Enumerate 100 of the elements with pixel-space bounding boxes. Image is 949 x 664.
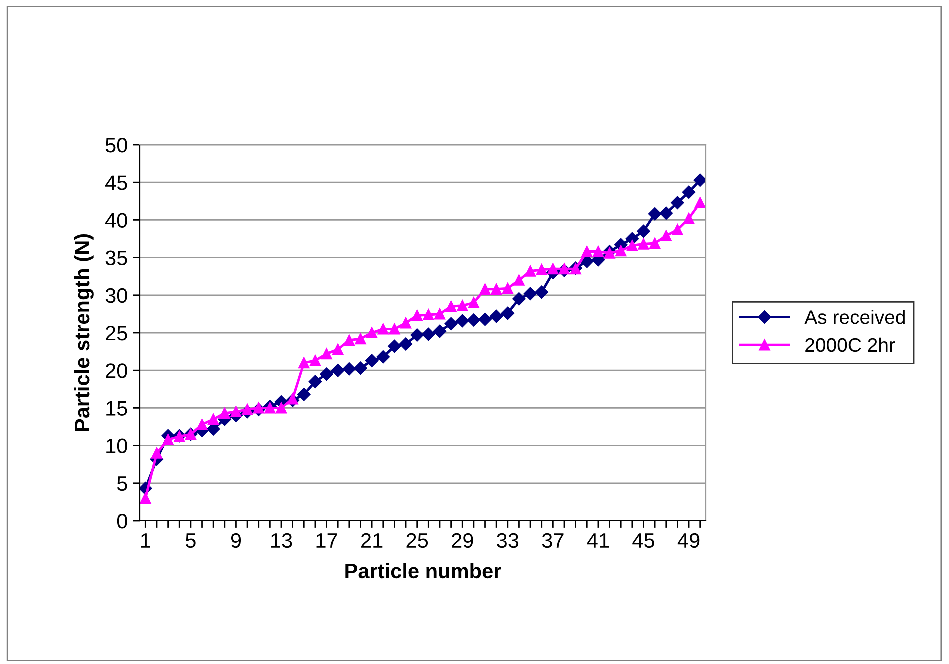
point <box>332 344 344 356</box>
y-tick-label: 35 <box>106 250 128 266</box>
point <box>501 306 514 320</box>
y-tick-label: 25 <box>106 326 128 341</box>
x-tick-label: 13 <box>272 533 292 548</box>
y-tick-label: 0 <box>117 514 128 529</box>
point <box>446 301 457 312</box>
point <box>683 213 695 224</box>
point <box>671 196 684 210</box>
point <box>502 283 514 294</box>
y-tick-label: 5 <box>117 476 128 492</box>
point <box>467 314 481 327</box>
legend-label: 2000C 2hr <box>806 338 896 352</box>
x-tick-label: 29 <box>452 533 474 548</box>
point <box>344 334 355 346</box>
point <box>310 355 322 366</box>
point <box>468 297 480 308</box>
point <box>444 317 458 331</box>
point <box>524 287 538 300</box>
y-axis-title: Particle strength (N) <box>74 234 94 432</box>
point <box>558 264 570 275</box>
y-tick-label: 20 <box>106 364 128 378</box>
point <box>512 292 526 306</box>
point <box>548 264 559 275</box>
x-axis-title: Particle number <box>346 563 502 579</box>
point <box>264 402 276 414</box>
point <box>660 206 673 220</box>
point <box>412 310 423 322</box>
x-tick-label: 9 <box>231 533 242 548</box>
point <box>638 238 650 250</box>
x-tick-label: 17 <box>316 534 338 548</box>
x-tick-label: 41 <box>587 534 610 548</box>
point <box>320 368 334 381</box>
point <box>366 327 378 339</box>
point <box>535 286 548 299</box>
point <box>490 310 504 324</box>
point <box>400 318 412 329</box>
y-tick-label: 15 <box>106 401 128 416</box>
point <box>626 240 638 252</box>
point <box>478 312 492 326</box>
point <box>354 362 368 375</box>
y-tick-label: 45 <box>106 176 128 190</box>
point <box>276 402 288 414</box>
point <box>140 492 152 504</box>
x-tick-label: 33 <box>497 533 519 548</box>
point <box>298 388 311 402</box>
point <box>582 246 593 258</box>
point <box>434 308 446 320</box>
point <box>208 414 220 426</box>
x-tick-label: 5 <box>186 534 196 548</box>
point <box>694 197 706 208</box>
point <box>604 248 616 259</box>
point <box>514 274 525 286</box>
point <box>219 408 230 420</box>
x-tick-label: 25 <box>406 533 428 548</box>
point <box>422 328 436 342</box>
point <box>388 340 402 354</box>
point <box>660 230 672 242</box>
point <box>433 324 447 338</box>
x-tick-label: 21 <box>362 533 383 548</box>
point <box>592 246 604 258</box>
point <box>648 208 662 221</box>
point <box>242 404 254 416</box>
point <box>378 324 389 335</box>
y-tick-label: 50 <box>106 138 128 153</box>
point <box>423 309 434 321</box>
point <box>480 284 491 295</box>
point <box>694 174 706 187</box>
y-tick-label: 10 <box>106 438 128 454</box>
point <box>162 434 174 446</box>
point <box>399 338 413 351</box>
point <box>672 224 684 236</box>
point <box>298 358 310 369</box>
point <box>536 264 548 276</box>
point <box>457 300 468 312</box>
point <box>456 314 470 328</box>
point <box>308 375 322 388</box>
point <box>230 406 242 418</box>
point <box>355 333 366 345</box>
point <box>196 419 208 430</box>
point <box>321 348 332 360</box>
x-tick-label: 1 <box>141 534 150 548</box>
y-tick-label: 40 <box>106 213 128 228</box>
point <box>287 394 298 405</box>
point <box>342 362 356 376</box>
point <box>650 238 661 250</box>
y-tick-label: 30 <box>106 288 128 304</box>
point <box>682 186 696 199</box>
point <box>410 328 424 342</box>
x-tick-label: 49 <box>678 533 700 548</box>
x-tick-label: 37 <box>542 533 564 548</box>
point <box>253 402 264 414</box>
legend-label: As received <box>804 310 905 324</box>
point <box>524 266 536 277</box>
x-tick-label: 45 <box>632 534 654 548</box>
point <box>332 364 345 378</box>
point <box>389 324 400 335</box>
point <box>151 448 163 459</box>
point <box>376 350 390 364</box>
point <box>637 224 650 238</box>
